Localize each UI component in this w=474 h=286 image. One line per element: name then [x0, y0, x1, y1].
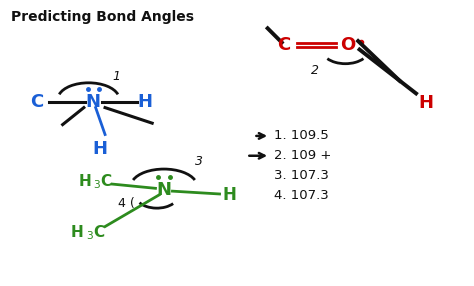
Text: H: H [78, 174, 91, 189]
Text: H: H [418, 94, 433, 112]
Text: 2. 109 +: 2. 109 + [274, 149, 331, 162]
Text: 4. 107.3: 4. 107.3 [274, 189, 328, 202]
Text: 3: 3 [195, 155, 203, 168]
Text: H: H [223, 186, 237, 204]
Text: H: H [137, 93, 153, 111]
Text: Predicting Bond Angles: Predicting Bond Angles [11, 10, 194, 24]
Text: $_3$C: $_3$C [93, 172, 113, 190]
Text: 1. 109.5: 1. 109.5 [274, 130, 328, 142]
Text: C: C [30, 93, 43, 111]
Text: 3. 107.3: 3. 107.3 [274, 169, 328, 182]
Text: C: C [277, 36, 291, 54]
Text: H: H [93, 140, 108, 158]
Text: H: H [71, 225, 84, 240]
Text: N: N [156, 181, 172, 199]
Text: N: N [86, 93, 101, 111]
Text: $_3$C: $_3$C [86, 223, 106, 242]
Text: 2: 2 [311, 64, 319, 77]
Text: 1: 1 [113, 70, 121, 83]
Text: O: O [340, 36, 356, 54]
Text: 4 (: 4 ( [118, 197, 135, 210]
